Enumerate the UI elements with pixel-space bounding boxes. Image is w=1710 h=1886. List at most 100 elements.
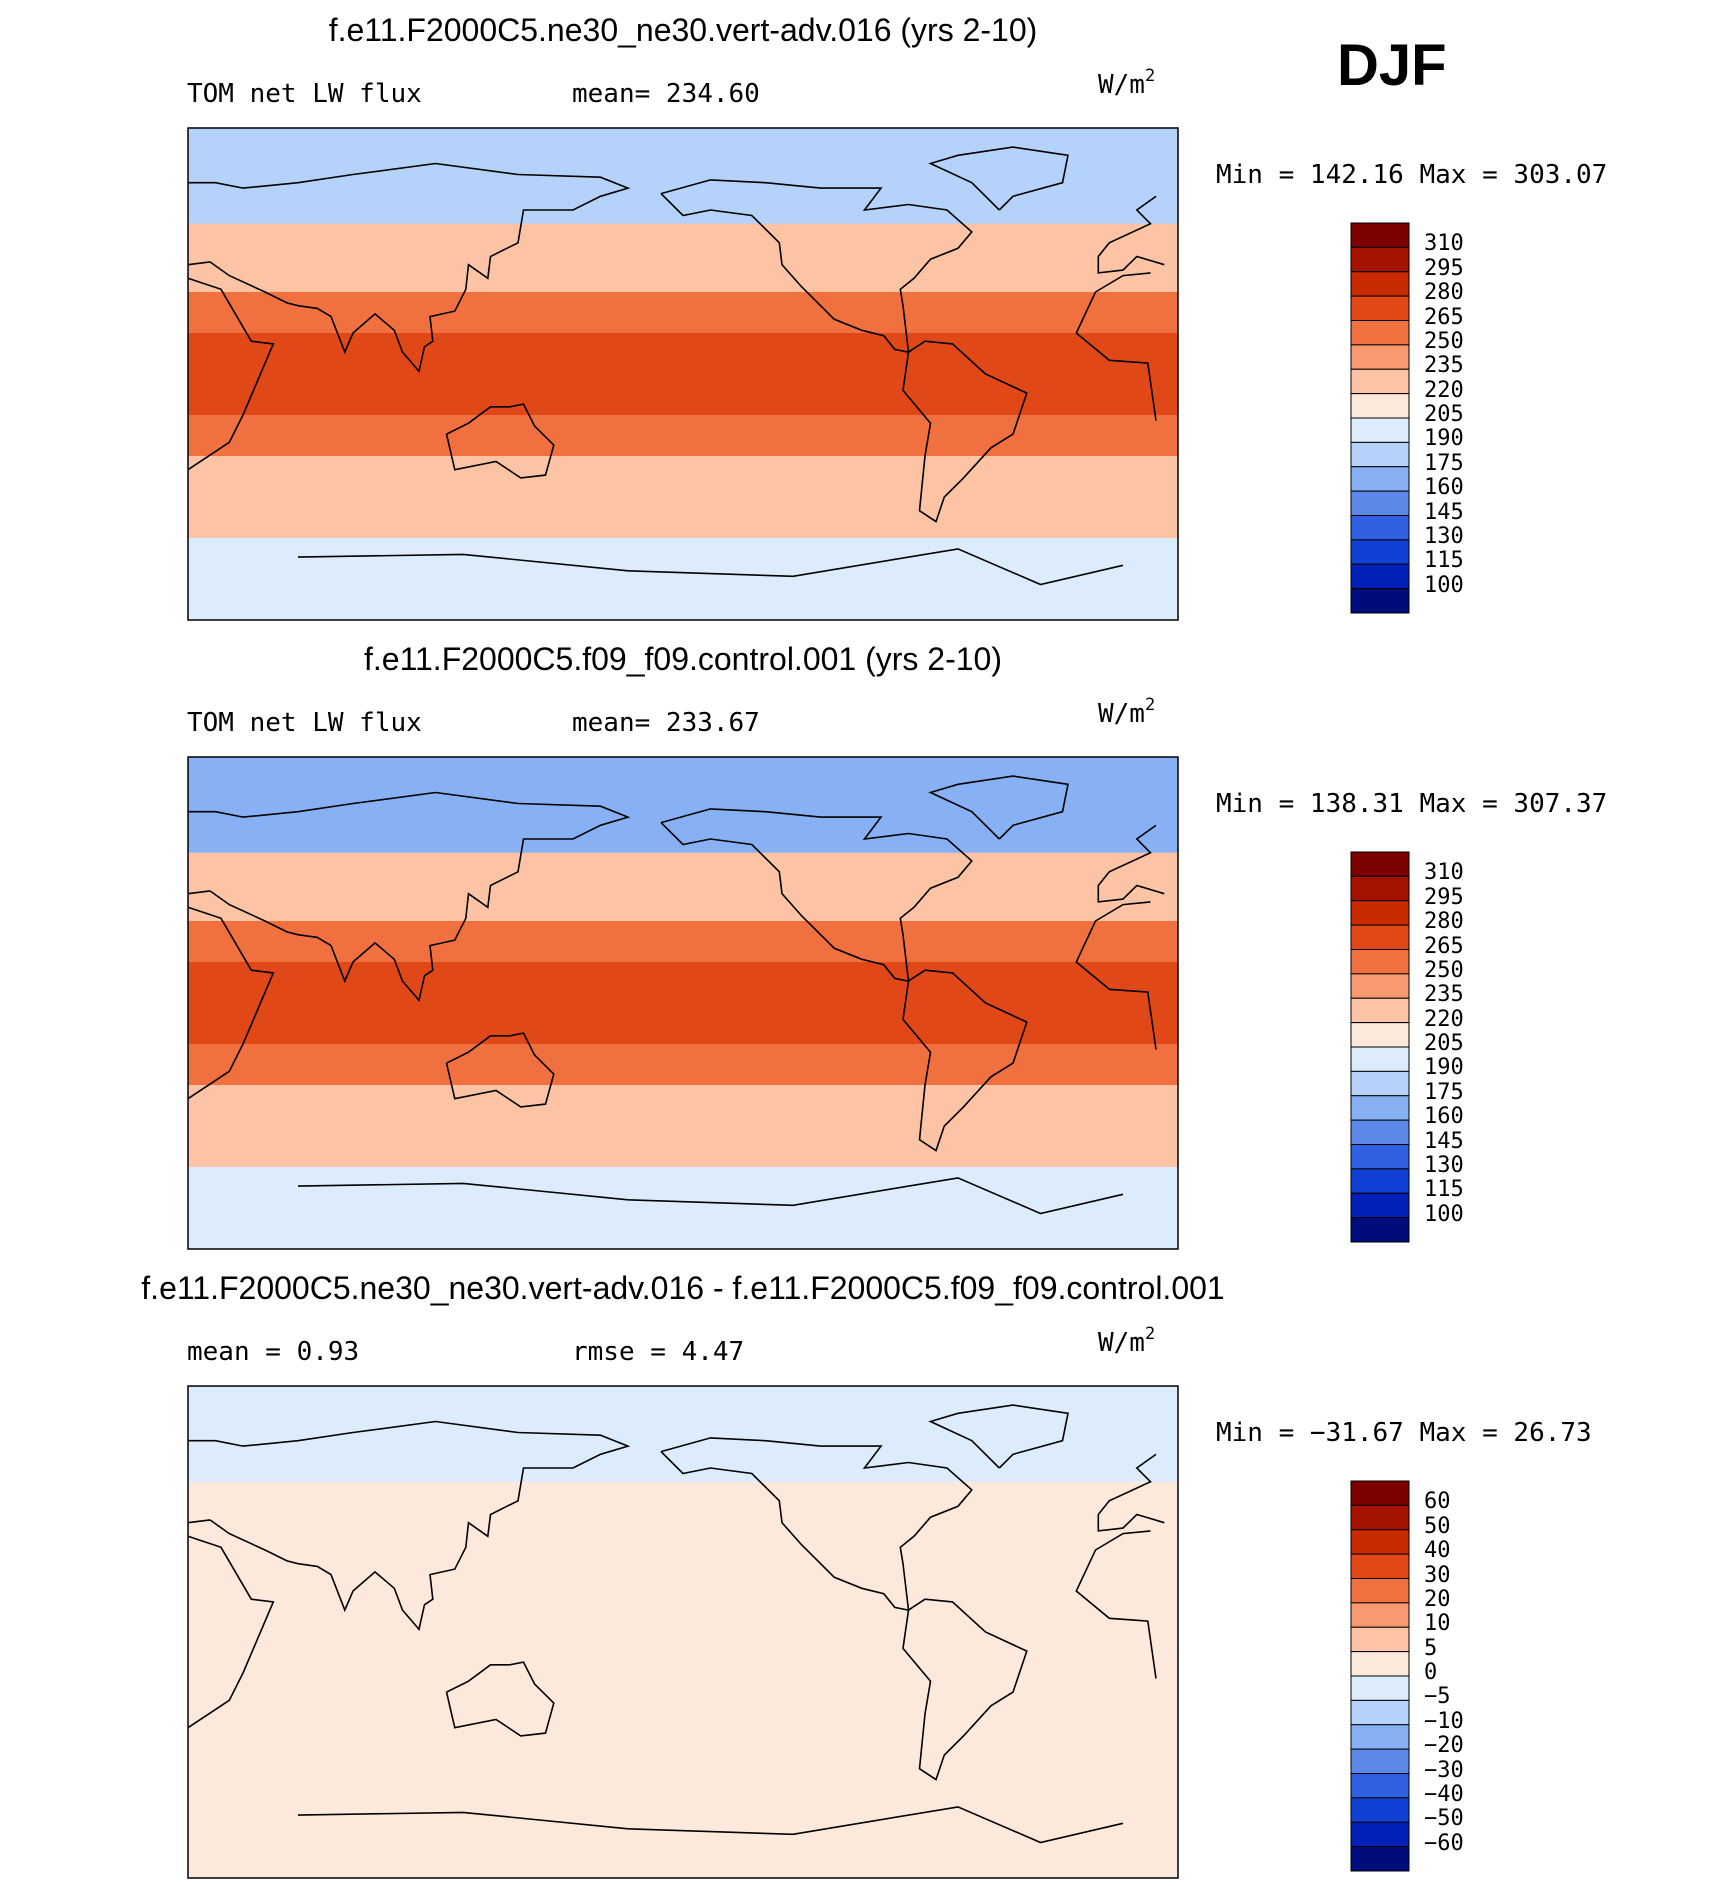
colorbar-cell	[1350, 539, 1410, 565]
colorbar-tick-label: 280	[1424, 909, 1464, 935]
colorbar-cell	[1350, 1217, 1410, 1243]
colorbar-tick-label: 265	[1424, 933, 1464, 959]
field-band	[188, 387, 1178, 402]
field-band	[188, 1495, 1178, 1510]
field-band	[188, 975, 1178, 990]
field-band	[188, 1550, 1178, 1565]
colorbar-tick-label: 100	[1424, 1201, 1464, 1227]
field-band	[188, 264, 1178, 279]
unit-exponent: 2	[1144, 695, 1156, 715]
colorbar-cell	[1350, 1529, 1410, 1555]
field-band	[188, 866, 1178, 881]
field-band	[188, 1509, 1178, 1524]
min-max-label: Min = 142.16 Max = 303.07	[1216, 160, 1608, 190]
field-band	[188, 456, 1178, 471]
colorbar-cell	[1350, 1578, 1410, 1604]
coastline	[187, 272, 1157, 471]
field-band	[188, 1727, 1178, 1742]
field-band	[188, 1700, 1178, 1715]
coastline	[297, 1177, 1124, 1215]
field-band	[188, 1604, 1178, 1619]
colorbar-cell	[1350, 1602, 1410, 1628]
field-band	[188, 442, 1178, 457]
field-band	[188, 128, 1178, 143]
field-band	[188, 1016, 1178, 1031]
field-band	[188, 510, 1178, 525]
colorbar-cell	[1350, 1168, 1410, 1194]
field-band	[188, 1112, 1178, 1127]
field-band	[188, 1591, 1178, 1606]
center-label: mean= 233.67	[572, 708, 760, 738]
colorbar-tick-label: −50	[1424, 1806, 1464, 1832]
panel-title: f.e11.F2000C5.f09_f09.control.001 (yrs 2…	[364, 641, 1002, 677]
colorbar-cell	[1350, 1119, 1410, 1145]
field-band	[188, 811, 1178, 826]
coastline	[445, 1032, 555, 1108]
field-band	[188, 196, 1178, 211]
colorbar-tick-label: 205	[1424, 402, 1464, 427]
coastline	[902, 340, 1028, 523]
field-band	[188, 305, 1178, 320]
field-band	[188, 1085, 1178, 1100]
coastline	[928, 775, 1069, 840]
field-band	[188, 1098, 1178, 1113]
field-band	[188, 1522, 1178, 1537]
colorbar-cell	[1350, 393, 1410, 419]
field-band	[188, 893, 1178, 908]
colorbar-cell	[1350, 924, 1410, 950]
colorbar-tick-label: 115	[1424, 1177, 1464, 1203]
field-band	[188, 784, 1178, 799]
field-band	[188, 169, 1178, 184]
field-band	[188, 1659, 1178, 1674]
colorbar-cell	[1350, 1626, 1410, 1653]
colorbar-tick-label: −10	[1424, 1708, 1464, 1734]
field-band	[188, 606, 1178, 621]
field-band	[188, 319, 1178, 334]
colorbar-cell	[1350, 320, 1410, 346]
field-band	[188, 1235, 1178, 1250]
coastline	[928, 1404, 1069, 1469]
coastline	[902, 969, 1028, 1152]
colorbar-tick-label: 5	[1424, 1635, 1438, 1661]
coastline	[445, 403, 555, 479]
field-band	[188, 1167, 1178, 1182]
left-label: TOM net LW flux	[187, 79, 422, 109]
field-band	[188, 565, 1178, 580]
colorbar-cell	[1350, 1095, 1410, 1121]
colorbar-cell	[1350, 851, 1410, 877]
colorbar-cell	[1350, 246, 1410, 273]
field-band	[188, 374, 1178, 389]
colorbar-cell	[1350, 588, 1410, 614]
colorbar-cell	[1350, 1553, 1410, 1579]
field-band	[188, 1126, 1178, 1141]
field-band	[188, 1823, 1178, 1838]
field-band	[188, 1632, 1178, 1647]
colorbar-tick-label: 130	[1424, 523, 1464, 549]
colorbar-cell	[1350, 1821, 1410, 1848]
field-band	[188, 1153, 1178, 1168]
colorbar-tick-label: 175	[1424, 450, 1464, 476]
colorbar-cell	[1350, 271, 1410, 297]
field-band	[188, 989, 1178, 1004]
map-frame	[187, 1385, 1179, 1879]
colorbar-tick-label: −5	[1424, 1684, 1451, 1710]
field-band	[188, 1481, 1178, 1496]
center-label: mean= 234.60	[572, 79, 760, 109]
colorbar-cell	[1350, 1192, 1410, 1219]
coastline	[297, 1806, 1124, 1844]
panel-title: f.e11.F2000C5.ne30_ne30.vert-adv.016 - f…	[141, 1270, 1225, 1306]
map-frame	[187, 127, 1179, 621]
colorbar-tick-label: 20	[1424, 1586, 1451, 1612]
colorbar-cell	[1350, 1846, 1410, 1872]
unit-exponent: 2	[1144, 66, 1156, 86]
field-band	[188, 524, 1178, 539]
colorbar-cell	[1350, 949, 1410, 975]
field-band	[188, 757, 1178, 772]
colorbar-tick-label: 10	[1424, 1611, 1451, 1637]
field-band	[188, 1208, 1178, 1223]
field-band	[188, 1221, 1178, 1236]
field-band	[188, 278, 1178, 293]
field-band	[188, 839, 1178, 854]
unit-label: W/m2	[1098, 695, 1155, 729]
colorbar-tick-label: 190	[1424, 1055, 1464, 1081]
